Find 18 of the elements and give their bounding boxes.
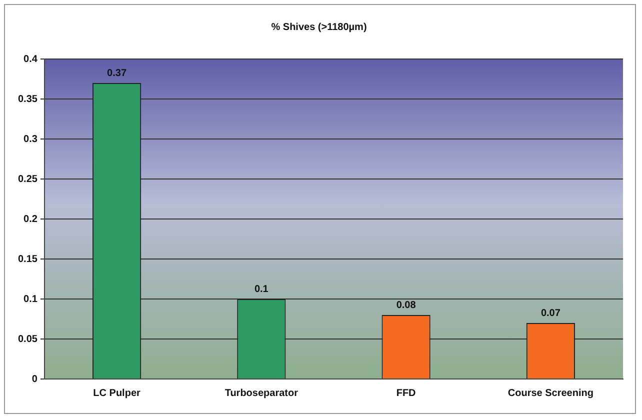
y-tick-label: 0.4 <box>24 54 38 65</box>
y-tick-label: 0.3 <box>24 134 38 145</box>
y-tick-label: 0 <box>32 374 38 385</box>
chart-title: % Shives (>1180µm) <box>271 22 367 33</box>
y-tick-label: 0.35 <box>18 94 38 105</box>
data-label: 0.08 <box>396 300 416 311</box>
x-tick-label: LC Pulper <box>93 388 140 399</box>
data-label: 0.1 <box>254 284 269 295</box>
y-tick-label: 0.25 <box>18 174 38 185</box>
x-tick-label: Turboseparator <box>224 388 298 399</box>
y-tick-label: 0.15 <box>18 254 38 265</box>
y-tick-label: 0.1 <box>24 294 38 305</box>
y-tick-label: 0.05 <box>18 334 38 345</box>
x-tick-label: Course Screening <box>508 388 594 399</box>
x-tick-label: FFD <box>396 388 416 399</box>
y-tick-label: 0.2 <box>24 214 38 225</box>
data-label: 0.37 <box>107 68 127 79</box>
data-label: 0.07 <box>540 308 561 319</box>
